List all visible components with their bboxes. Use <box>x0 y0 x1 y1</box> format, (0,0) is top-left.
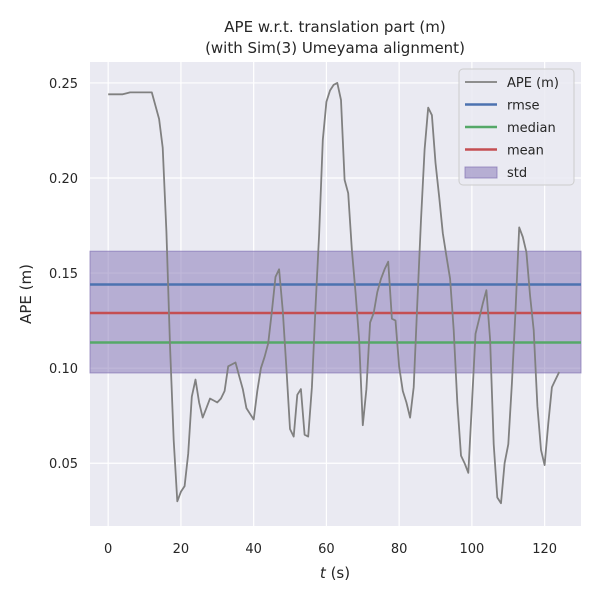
y-axis-label: APE (m) <box>17 264 35 324</box>
ape-series-layer <box>108 82 561 505</box>
x-axis-label-variable: t <box>320 564 327 582</box>
legend-label-APE (m): APE (m) <box>507 76 559 91</box>
legend-label-rmse: rmse <box>507 99 540 114</box>
statistic-lines <box>90 283 581 344</box>
x-tick-label: 100 <box>459 542 484 557</box>
y-tick-label: 0.15 <box>49 267 78 282</box>
legend-swatch-std <box>464 166 498 179</box>
x-axis-label-unit: (s) <box>326 564 350 582</box>
legend-label-median: median <box>507 121 556 136</box>
x-tick-label: 0 <box>104 542 112 557</box>
chart-title-line-2: (with Sim(3) Umeyama alignment) <box>205 39 465 57</box>
x-tick-label: 20 <box>173 542 190 557</box>
x-tick-label: 80 <box>391 542 408 557</box>
x-tick-label: 120 <box>532 542 557 557</box>
y-tick-label: 0.10 <box>49 362 78 377</box>
y-tick-labels: 0.05 0.10 0.15 0.20 0.25 <box>49 77 78 472</box>
ape-line <box>108 82 561 505</box>
y-tick-label: 0.20 <box>49 172 78 187</box>
legend-box <box>458 68 575 186</box>
legend-label-std: std <box>507 166 527 181</box>
y-tick-label: 0.05 <box>49 457 78 472</box>
x-tick-labels: 0 20 40 60 80 100 120 <box>104 542 557 557</box>
y-tick-label: 0.25 <box>49 77 78 92</box>
x-tick-label: 60 <box>318 542 335 557</box>
x-axis-label: t (s) <box>320 564 350 582</box>
chart-title-line-1: APE w.r.t. translation part (m) <box>224 18 445 36</box>
x-tick-label: 40 <box>245 542 262 557</box>
legend-label-mean: mean <box>507 144 544 159</box>
legend: APE (m) rmse median mean std <box>458 68 575 186</box>
